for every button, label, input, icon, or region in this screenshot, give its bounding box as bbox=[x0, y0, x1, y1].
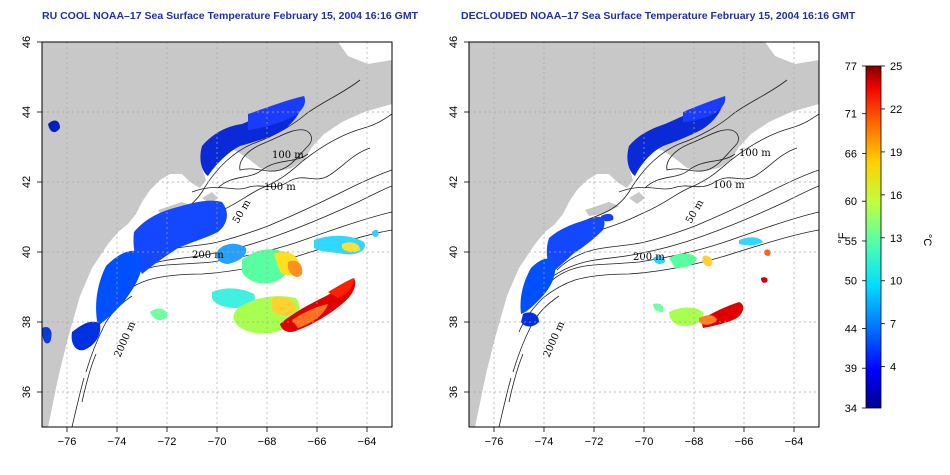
x-tick-label: −70 bbox=[208, 436, 227, 448]
f-tick-label: 60 bbox=[845, 196, 857, 208]
left-panel-title: RU COOL NOAA–17 Sea Surface Temperature … bbox=[42, 10, 419, 22]
x-tick-label: −66 bbox=[308, 436, 327, 448]
x-tick-label: −76 bbox=[58, 436, 77, 448]
colorbar-gradient bbox=[865, 65, 882, 409]
c-tick-label: 16 bbox=[890, 190, 902, 202]
x-tick-label: −70 bbox=[635, 436, 654, 448]
sst-swaths-left bbox=[42, 96, 379, 351]
c-tick-label: 19 bbox=[890, 147, 902, 159]
x-tick-label: −64 bbox=[785, 436, 804, 448]
y-tick-label: 42 bbox=[448, 176, 460, 188]
y-tick-label: 46 bbox=[448, 36, 460, 48]
contour-label-100m-b-right: 100 m bbox=[713, 180, 745, 191]
x-tick-label: −64 bbox=[358, 436, 377, 448]
contour-label-2000m-right: 2000 m bbox=[542, 319, 568, 359]
axis-ticks-right: −76 −74 −72 −70 −68 −66 −64 36 38 40 42 44 46 bbox=[448, 36, 803, 448]
f-tick-label: 44 bbox=[845, 323, 857, 335]
f-tick-label: 77 bbox=[845, 61, 857, 73]
right-panel-title: DECLOUDED NOAA–17 Sea Surface Temperatur… bbox=[461, 10, 856, 22]
grid-lines-right bbox=[469, 41, 819, 427]
c-tick-label: 13 bbox=[890, 233, 902, 245]
y-tick-label: 42 bbox=[21, 176, 33, 188]
f-tick-label: 71 bbox=[845, 109, 857, 121]
contour-label-100m-a-right: 100 m bbox=[739, 148, 771, 159]
contour-label-2000m: 2000 m bbox=[113, 319, 139, 359]
f-tick-label: 55 bbox=[845, 236, 857, 248]
c-tick-label: 4 bbox=[890, 362, 896, 374]
y-tick-label: 40 bbox=[448, 246, 460, 258]
c-tick-label: 25 bbox=[890, 61, 902, 73]
y-tick-label: 38 bbox=[21, 316, 33, 328]
y-tick-label: 36 bbox=[448, 386, 460, 398]
y-tick-label: 40 bbox=[21, 246, 33, 258]
x-tick-label: −68 bbox=[258, 436, 277, 448]
contour-label-50m-right: 50 m bbox=[684, 198, 706, 226]
y-tick-label: 38 bbox=[448, 316, 460, 328]
contour-label-200m-right: 200 m bbox=[633, 252, 665, 263]
land-mass-right bbox=[469, 42, 819, 427]
x-tick-label: −76 bbox=[485, 436, 504, 448]
y-tick-label: 46 bbox=[21, 36, 33, 48]
y-tick-label: 36 bbox=[21, 386, 33, 398]
x-tick-label: −68 bbox=[685, 436, 704, 448]
land-mass-left bbox=[42, 42, 392, 427]
contour-label-50m: 50 m bbox=[231, 198, 253, 226]
y-tick-label: 44 bbox=[21, 106, 33, 118]
right-map-panel: 100 m 100 m 50 m 200 m 2000 m −76 −74 −72−… bbox=[448, 36, 820, 448]
f-tick-label: 66 bbox=[845, 148, 857, 160]
x-tick-label: −66 bbox=[735, 436, 754, 448]
contour-label-200m: 200 m bbox=[192, 250, 224, 261]
x-tick-label: −72 bbox=[158, 436, 177, 448]
x-tick-label: −74 bbox=[535, 436, 554, 448]
left-map-panel: 100 m 100 m 50 m 200 m 2000 m −76 −74 −72−… bbox=[21, 36, 393, 448]
f-tick-label: 34 bbox=[845, 403, 857, 415]
temperature-colorbar: 77 71 66 60 55 50 44 39 34 25 22 19 16 13 10 7 4 °F °C bbox=[837, 61, 933, 415]
sst-swaths-right bbox=[520, 96, 771, 328]
x-tick-label: −72 bbox=[585, 436, 604, 448]
x-tick-label: −74 bbox=[108, 436, 127, 448]
colorbar-fahrenheit-unit: °F bbox=[837, 232, 849, 243]
axis-ticks-left: −76 −74 −72 −70 −68 −66 −64 36 38 40 42 44 46 bbox=[21, 36, 376, 448]
colorbar-celsius-ticks: 25 22 19 16 13 10 7 4 bbox=[881, 61, 902, 374]
c-tick-label: 10 bbox=[890, 276, 902, 288]
f-tick-label: 39 bbox=[845, 363, 857, 375]
y-tick-label: 44 bbox=[448, 106, 460, 118]
colorbar-fahrenheit-ticks: 77 71 66 60 55 50 44 39 34 bbox=[845, 61, 866, 415]
c-tick-label: 7 bbox=[890, 319, 896, 331]
f-tick-label: 50 bbox=[845, 276, 857, 288]
colorbar-celsius-unit: °C bbox=[921, 234, 933, 246]
contour-label-100m-a: 100 m bbox=[272, 150, 304, 161]
c-tick-label: 22 bbox=[890, 104, 902, 116]
contour-label-100m-b: 100 m bbox=[264, 182, 296, 193]
